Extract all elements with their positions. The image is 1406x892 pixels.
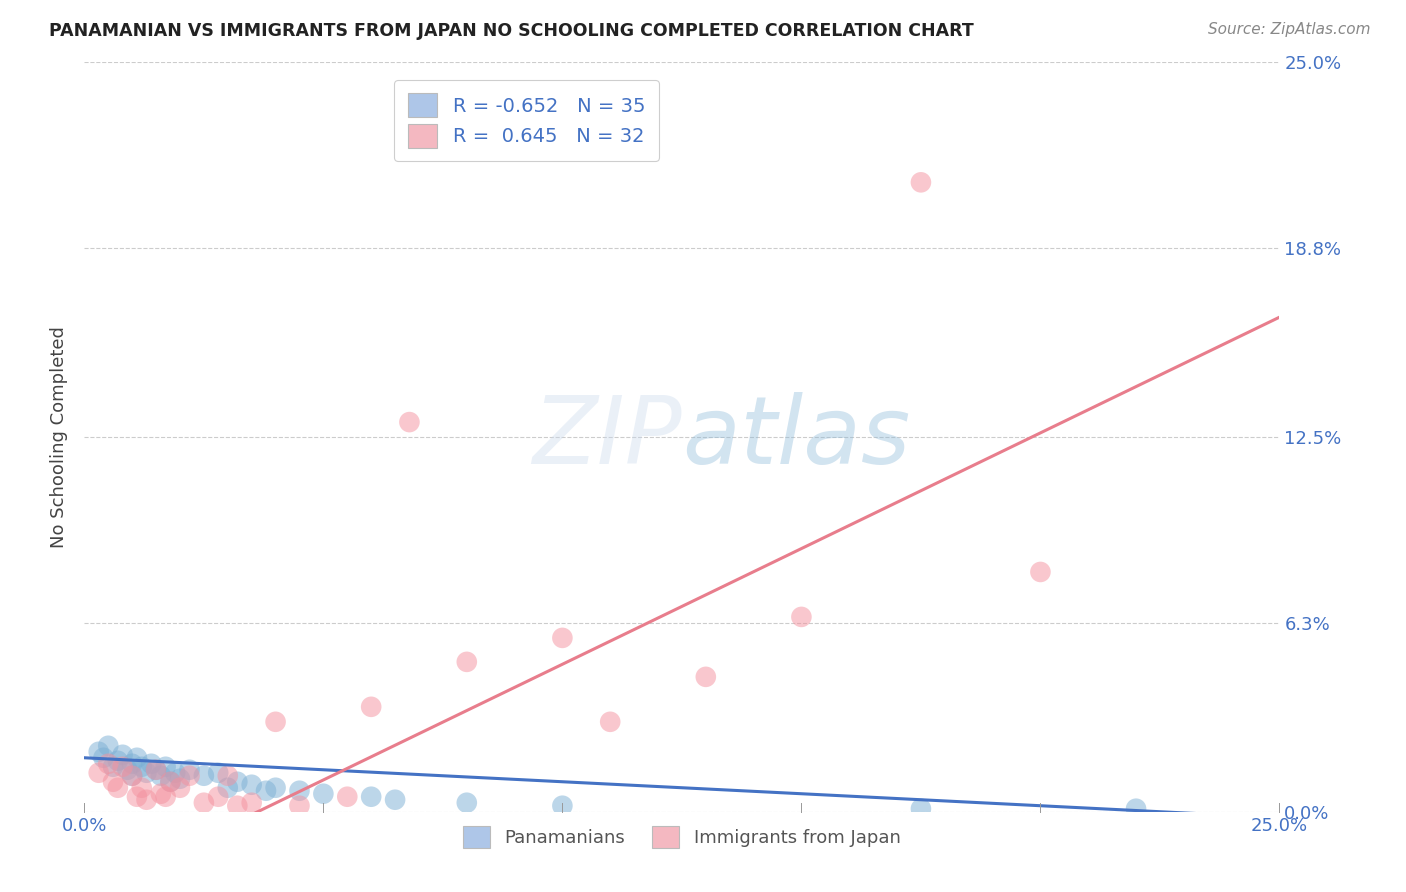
Point <box>125 751 148 765</box>
Text: Source: ZipAtlas.com: Source: ZipAtlas.com <box>1208 22 1371 37</box>
Point <box>360 699 382 714</box>
Point <box>149 769 172 783</box>
Point <box>312 787 335 801</box>
Point <box>790 610 813 624</box>
Point <box>131 780 153 795</box>
Point <box>87 745 110 759</box>
Point <box>551 631 574 645</box>
Text: atlas: atlas <box>682 392 910 483</box>
Point <box>107 754 129 768</box>
Point <box>193 796 215 810</box>
Point <box>159 774 181 789</box>
Point <box>169 780 191 795</box>
Point <box>910 802 932 816</box>
Point <box>101 760 124 774</box>
Point <box>131 760 153 774</box>
Text: PANAMANIAN VS IMMIGRANTS FROM JAPAN NO SCHOOLING COMPLETED CORRELATION CHART: PANAMANIAN VS IMMIGRANTS FROM JAPAN NO S… <box>49 22 974 40</box>
Point <box>145 763 167 777</box>
Point <box>1125 802 1147 816</box>
Point <box>179 763 201 777</box>
Point <box>107 780 129 795</box>
Y-axis label: No Schooling Completed: No Schooling Completed <box>51 326 69 548</box>
Point <box>179 769 201 783</box>
Point <box>135 793 157 807</box>
Point <box>254 783 277 797</box>
Point <box>93 751 115 765</box>
Point <box>87 765 110 780</box>
Point <box>226 798 249 813</box>
Point <box>240 796 263 810</box>
Point <box>207 765 229 780</box>
Point <box>599 714 621 729</box>
Point <box>169 772 191 786</box>
Point <box>101 774 124 789</box>
Point <box>149 787 172 801</box>
Point <box>155 760 177 774</box>
Point <box>97 739 120 753</box>
Point <box>1029 565 1052 579</box>
Point <box>207 789 229 804</box>
Point <box>217 780 239 795</box>
Point <box>117 763 139 777</box>
Point <box>141 756 163 771</box>
Point <box>240 778 263 792</box>
Point <box>456 655 478 669</box>
Point <box>336 789 359 804</box>
Point <box>360 789 382 804</box>
Point <box>288 783 311 797</box>
Point <box>97 756 120 771</box>
Point <box>111 747 134 762</box>
Point <box>121 756 143 771</box>
Point <box>125 789 148 804</box>
Point <box>695 670 717 684</box>
Legend: Panamanians, Immigrants from Japan: Panamanians, Immigrants from Japan <box>456 819 908 855</box>
Point <box>226 774 249 789</box>
Point <box>145 763 167 777</box>
Point <box>217 769 239 783</box>
Point <box>456 796 478 810</box>
Point <box>165 765 187 780</box>
Point <box>398 415 420 429</box>
Point <box>288 798 311 813</box>
Text: ZIP: ZIP <box>533 392 682 483</box>
Point <box>910 175 932 189</box>
Point <box>111 760 134 774</box>
Point <box>264 714 287 729</box>
Point <box>121 769 143 783</box>
Point <box>155 789 177 804</box>
Point <box>135 765 157 780</box>
Point <box>264 780 287 795</box>
Point <box>159 774 181 789</box>
Point <box>193 769 215 783</box>
Point <box>551 798 574 813</box>
Point <box>384 793 406 807</box>
Point <box>121 769 143 783</box>
